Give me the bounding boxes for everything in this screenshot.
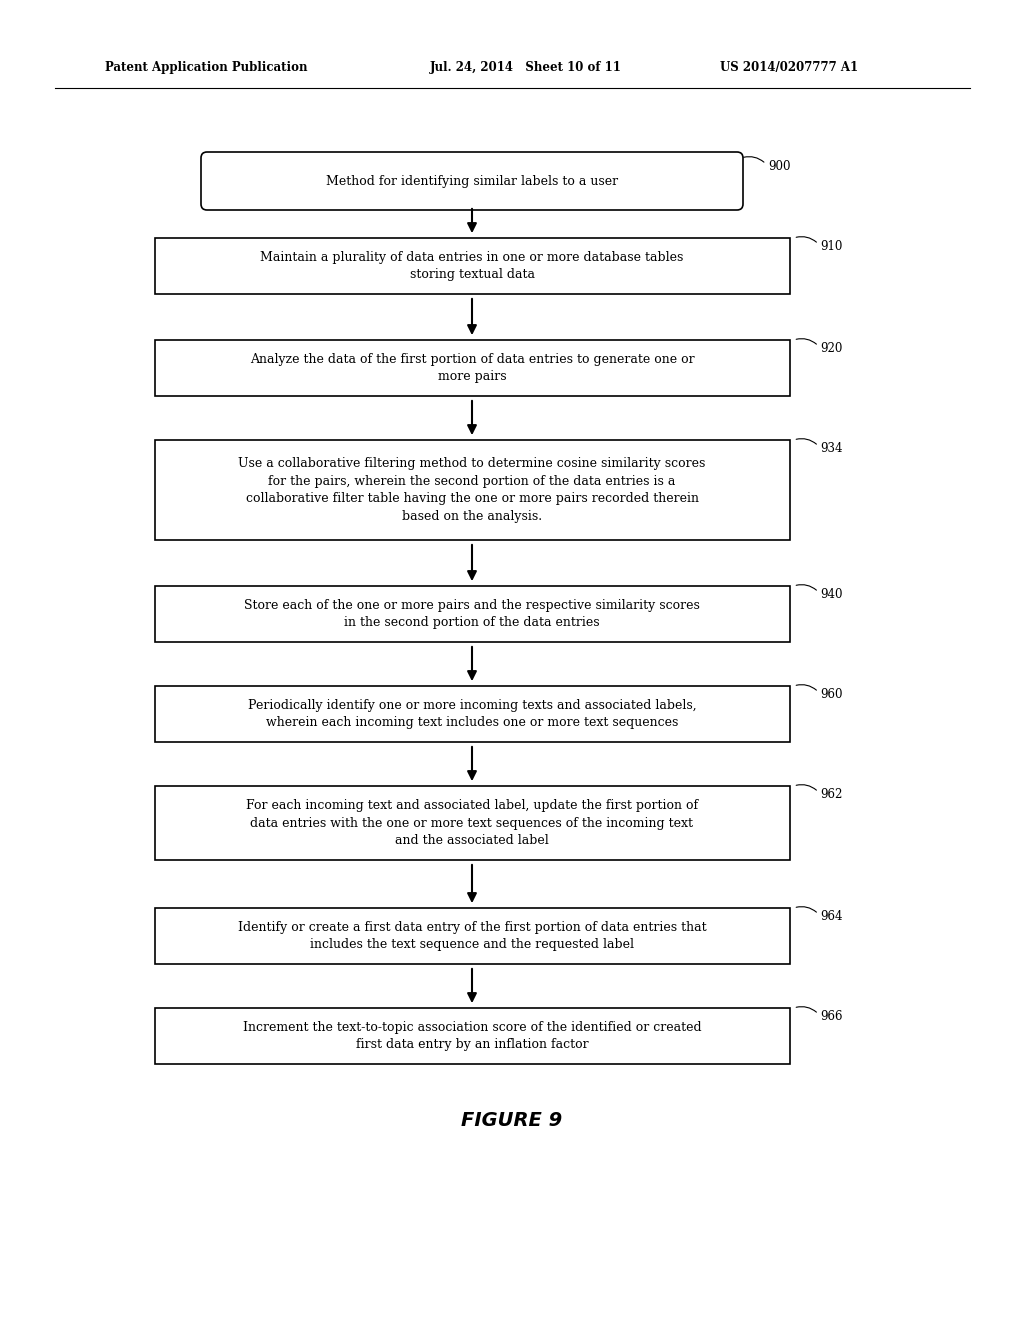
Text: 962: 962 [820, 788, 843, 801]
Text: Analyze the data of the first portion of data entries to generate one or
more pa: Analyze the data of the first portion of… [250, 352, 694, 383]
Text: Store each of the one or more pairs and the respective similarity scores
in the : Store each of the one or more pairs and … [244, 599, 700, 630]
Text: 934: 934 [820, 442, 843, 455]
FancyBboxPatch shape [155, 785, 790, 861]
Text: Periodically identify one or more incoming texts and associated labels,
wherein : Periodically identify one or more incomi… [248, 698, 696, 729]
Text: 940: 940 [820, 587, 843, 601]
Text: Use a collaborative filtering method to determine cosine similarity scores
for t: Use a collaborative filtering method to … [239, 457, 706, 523]
FancyBboxPatch shape [155, 238, 790, 294]
FancyBboxPatch shape [155, 440, 790, 540]
FancyBboxPatch shape [155, 1008, 790, 1064]
Text: 966: 966 [820, 1010, 843, 1023]
FancyBboxPatch shape [155, 341, 790, 396]
Text: 920: 920 [820, 342, 843, 355]
Text: For each incoming text and associated label, update the first portion of
data en: For each incoming text and associated la… [246, 799, 698, 847]
Text: 910: 910 [820, 240, 843, 253]
Text: 900: 900 [768, 160, 791, 173]
Text: Identify or create a first data entry of the first portion of data entries that
: Identify or create a first data entry of… [238, 921, 707, 952]
FancyBboxPatch shape [155, 686, 790, 742]
Text: Jul. 24, 2014   Sheet 10 of 11: Jul. 24, 2014 Sheet 10 of 11 [430, 62, 622, 74]
Text: FIGURE 9: FIGURE 9 [462, 1110, 562, 1130]
Text: US 2014/0207777 A1: US 2014/0207777 A1 [720, 62, 858, 74]
Text: 960: 960 [820, 688, 843, 701]
Text: 964: 964 [820, 909, 843, 923]
FancyBboxPatch shape [155, 586, 790, 642]
FancyBboxPatch shape [155, 908, 790, 964]
Text: Method for identifying similar labels to a user: Method for identifying similar labels to… [326, 174, 618, 187]
Text: Maintain a plurality of data entries in one or more database tables
storing text: Maintain a plurality of data entries in … [260, 251, 684, 281]
Text: Patent Application Publication: Patent Application Publication [105, 62, 307, 74]
FancyBboxPatch shape [201, 152, 743, 210]
Text: Increment the text-to-topic association score of the identified or created
first: Increment the text-to-topic association … [243, 1020, 701, 1051]
